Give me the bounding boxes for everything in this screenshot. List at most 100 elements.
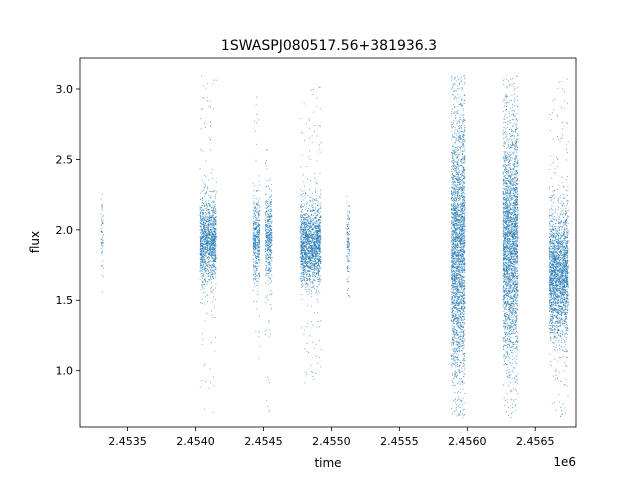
data-point xyxy=(315,266,317,267)
data-point xyxy=(347,239,349,241)
data-point xyxy=(300,188,302,190)
data-point xyxy=(464,82,466,84)
data-point xyxy=(300,243,302,245)
data-point xyxy=(313,279,315,281)
data-point xyxy=(271,235,272,237)
data-point xyxy=(348,234,350,235)
data-point xyxy=(201,271,203,272)
data-point xyxy=(302,217,304,218)
data-point xyxy=(213,248,215,250)
data-point xyxy=(207,247,209,248)
data-point xyxy=(454,77,456,79)
data-point xyxy=(312,254,313,256)
data-point xyxy=(213,201,215,203)
data-point xyxy=(257,211,259,213)
data-point xyxy=(265,400,267,402)
data-point xyxy=(315,254,317,256)
data-point xyxy=(320,366,322,368)
data-point xyxy=(214,217,216,219)
data-point xyxy=(305,241,307,243)
data-point xyxy=(208,250,210,252)
data-point xyxy=(347,271,349,273)
data-point xyxy=(213,263,215,265)
data-point xyxy=(315,247,317,249)
data-point xyxy=(305,287,307,288)
data-point xyxy=(317,239,319,241)
data-point xyxy=(319,126,321,128)
data-point xyxy=(205,248,207,250)
data-point xyxy=(305,238,307,240)
data-point xyxy=(253,233,255,235)
data-point xyxy=(259,262,261,264)
data-point xyxy=(314,217,315,219)
data-point xyxy=(255,251,257,253)
data-point xyxy=(309,291,311,293)
data-point xyxy=(452,230,454,232)
data-point xyxy=(257,243,259,245)
data-point xyxy=(214,206,215,208)
data-point xyxy=(254,246,256,248)
data-point xyxy=(310,232,312,234)
data-point xyxy=(206,83,208,85)
data-point xyxy=(311,135,313,137)
data-point xyxy=(454,237,456,239)
data-point xyxy=(253,273,255,275)
data-point xyxy=(265,237,267,238)
data-point xyxy=(316,160,318,162)
data-point xyxy=(461,309,463,311)
data-point xyxy=(307,253,309,255)
data-point xyxy=(200,229,202,231)
data-point xyxy=(208,256,210,258)
data-point xyxy=(210,278,212,280)
data-point xyxy=(464,193,466,195)
data-point xyxy=(205,221,207,223)
data-point xyxy=(267,254,268,256)
data-point xyxy=(266,241,268,243)
data-point xyxy=(307,217,309,219)
data-point xyxy=(300,263,302,265)
data-point xyxy=(315,218,317,219)
data-point xyxy=(303,271,304,273)
data-point xyxy=(268,205,270,207)
data-point xyxy=(463,282,465,284)
data-point xyxy=(253,265,255,267)
data-point xyxy=(209,237,211,239)
data-point xyxy=(310,250,312,252)
data-point xyxy=(302,277,304,279)
data-point xyxy=(215,212,217,214)
data-point xyxy=(205,217,207,218)
data-point xyxy=(316,240,317,242)
data-point xyxy=(452,256,454,258)
data-point xyxy=(205,236,207,238)
data-point xyxy=(301,239,303,241)
data-point xyxy=(202,262,204,264)
data-point xyxy=(315,246,316,248)
data-point xyxy=(313,248,315,249)
data-point xyxy=(257,253,259,255)
data-point xyxy=(257,232,259,233)
data-point xyxy=(462,247,464,249)
data-point xyxy=(304,241,306,243)
data-point xyxy=(209,106,211,108)
data-point xyxy=(202,259,204,261)
data-point xyxy=(311,204,313,206)
data-point xyxy=(313,232,315,234)
data-point xyxy=(214,336,216,338)
data-point xyxy=(203,273,205,275)
data-point xyxy=(200,269,202,271)
data-point xyxy=(258,273,260,275)
data-point xyxy=(309,225,311,227)
data-point xyxy=(308,253,310,255)
data-point xyxy=(303,266,305,268)
data-point xyxy=(257,235,259,237)
data-point xyxy=(253,232,255,233)
data-point xyxy=(213,254,215,256)
data-point xyxy=(211,239,213,241)
data-point xyxy=(207,243,209,245)
data-point xyxy=(315,221,317,223)
data-point xyxy=(102,245,104,247)
data-point xyxy=(464,197,466,199)
data-point xyxy=(309,263,311,265)
data-point xyxy=(454,200,456,202)
